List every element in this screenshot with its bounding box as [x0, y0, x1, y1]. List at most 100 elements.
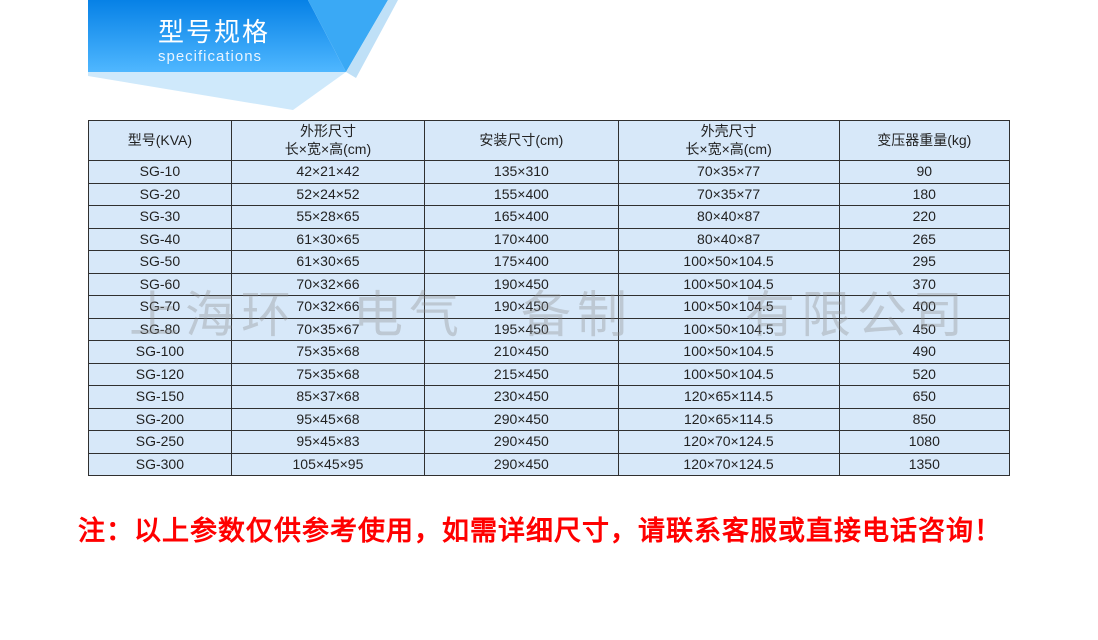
spec-banner: 型号规格 specifications [88, 0, 1098, 110]
table-cell: 100×50×104.5 [618, 251, 839, 274]
table-cell: 650 [839, 386, 1009, 409]
header-label-bottom: 长×宽×高(cm) [232, 141, 424, 159]
table-cell: 85×37×68 [231, 386, 424, 409]
table-cell: 120×70×124.5 [618, 453, 839, 476]
table-cell: SG-120 [89, 363, 232, 386]
table-row: SG-2052×24×52155×40070×35×77180 [89, 183, 1010, 206]
table-row: SG-7070×32×66190×450100×50×104.5400 [89, 296, 1010, 319]
table-cell: 42×21×42 [231, 161, 424, 184]
table-header-cell: 型号(KVA) [89, 121, 232, 161]
table-body: SG-1042×21×42135×31070×35×7790SG-2052×24… [89, 161, 1010, 476]
table-cell: 95×45×83 [231, 431, 424, 454]
banner-title: 型号规格 [158, 12, 270, 49]
table-cell: 120×65×114.5 [618, 386, 839, 409]
table-cell: 75×35×68 [231, 363, 424, 386]
table-cell: 70×35×77 [618, 183, 839, 206]
table-cell: 61×30×65 [231, 251, 424, 274]
table-cell: 400 [839, 296, 1009, 319]
table-cell: 75×35×68 [231, 341, 424, 364]
table-cell: 370 [839, 273, 1009, 296]
table-cell: 120×65×114.5 [618, 408, 839, 431]
banner-subtitle: specifications [158, 48, 262, 65]
table-cell: 135×310 [425, 161, 618, 184]
table-cell: 100×50×104.5 [618, 296, 839, 319]
table-cell: 220 [839, 206, 1009, 229]
table-cell: SG-20 [89, 183, 232, 206]
table-cell: 190×450 [425, 296, 618, 319]
table-cell: 70×32×66 [231, 273, 424, 296]
table-cell: 165×400 [425, 206, 618, 229]
table-cell: 70×35×77 [618, 161, 839, 184]
header-label-bottom: 长×宽×高(cm) [619, 141, 839, 159]
table-header-cell: 外形尺寸长×宽×高(cm) [231, 121, 424, 161]
table-cell: 290×450 [425, 453, 618, 476]
header-label-top: 外壳尺寸 [619, 123, 839, 141]
table-cell: 95×45×68 [231, 408, 424, 431]
table-cell: 90 [839, 161, 1009, 184]
table-row: SG-6070×32×66190×450100×50×104.5370 [89, 273, 1010, 296]
table-cell: 70×35×67 [231, 318, 424, 341]
table-cell: SG-150 [89, 386, 232, 409]
table-cell: SG-250 [89, 431, 232, 454]
table-row: SG-300105×45×95290×450120×70×124.51350 [89, 453, 1010, 476]
table-row: SG-4061×30×65170×40080×40×87265 [89, 228, 1010, 251]
table-row: SG-10075×35×68210×450100×50×104.5490 [89, 341, 1010, 364]
table-cell: 52×24×52 [231, 183, 424, 206]
table-head: 型号(KVA)外形尺寸长×宽×高(cm)安装尺寸(cm)外壳尺寸长×宽×高(cm… [89, 121, 1010, 161]
table-cell: 80×40×87 [618, 206, 839, 229]
table-cell: 70×32×66 [231, 296, 424, 319]
table-cell: SG-300 [89, 453, 232, 476]
table-cell: 195×450 [425, 318, 618, 341]
table-header-cell: 变压器重量(kg) [839, 121, 1009, 161]
table-row: SG-12075×35×68215×450100×50×104.5520 [89, 363, 1010, 386]
table-cell: SG-100 [89, 341, 232, 364]
table-cell: 100×50×104.5 [618, 318, 839, 341]
table-cell: 105×45×95 [231, 453, 424, 476]
table-cell: 100×50×104.5 [618, 341, 839, 364]
table-cell: SG-200 [89, 408, 232, 431]
spec-table-wrap: 型号(KVA)外形尺寸长×宽×高(cm)安装尺寸(cm)外壳尺寸长×宽×高(cm… [88, 120, 1010, 476]
table-cell: 61×30×65 [231, 228, 424, 251]
header-label-top: 外形尺寸 [232, 123, 424, 141]
table-cell: 290×450 [425, 431, 618, 454]
table-row: SG-25095×45×83290×450120×70×124.51080 [89, 431, 1010, 454]
table-cell: 1080 [839, 431, 1009, 454]
table-cell: SG-30 [89, 206, 232, 229]
table-cell: SG-70 [89, 296, 232, 319]
table-row: SG-1042×21×42135×31070×35×7790 [89, 161, 1010, 184]
table-cell: SG-60 [89, 273, 232, 296]
table-cell: 180 [839, 183, 1009, 206]
table-row: SG-5061×30×65175×400100×50×104.5295 [89, 251, 1010, 274]
table-header-cell: 安装尺寸(cm) [425, 121, 618, 161]
table-cell: 490 [839, 341, 1009, 364]
table-cell: 290×450 [425, 408, 618, 431]
table-header-cell: 外壳尺寸长×宽×高(cm) [618, 121, 839, 161]
table-cell: SG-40 [89, 228, 232, 251]
table-row: SG-8070×35×67195×450100×50×104.5450 [89, 318, 1010, 341]
table-cell: 450 [839, 318, 1009, 341]
table-cell: 850 [839, 408, 1009, 431]
table-cell: 230×450 [425, 386, 618, 409]
note-text: 注：以上参数仅供参考使用，如需详细尺寸，请联系客服或直接电话咨询！ [78, 504, 1020, 558]
table-cell: 190×450 [425, 273, 618, 296]
table-cell: 80×40×87 [618, 228, 839, 251]
table-cell: 155×400 [425, 183, 618, 206]
table-cell: SG-10 [89, 161, 232, 184]
table-row: SG-3055×28×65165×40080×40×87220 [89, 206, 1010, 229]
table-cell: 120×70×124.5 [618, 431, 839, 454]
table-cell: SG-50 [89, 251, 232, 274]
table-row: SG-20095×45×68290×450120×65×114.5850 [89, 408, 1010, 431]
table-cell: 210×450 [425, 341, 618, 364]
table-cell: SG-80 [89, 318, 232, 341]
table-cell: 215×450 [425, 363, 618, 386]
table-cell: 175×400 [425, 251, 618, 274]
table-cell: 1350 [839, 453, 1009, 476]
table-cell: 100×50×104.5 [618, 273, 839, 296]
table-cell: 295 [839, 251, 1009, 274]
table-cell: 265 [839, 228, 1009, 251]
spec-table: 型号(KVA)外形尺寸长×宽×高(cm)安装尺寸(cm)外壳尺寸长×宽×高(cm… [88, 120, 1010, 476]
table-row: SG-15085×37×68230×450120×65×114.5650 [89, 386, 1010, 409]
table-cell: 520 [839, 363, 1009, 386]
table-cell: 170×400 [425, 228, 618, 251]
table-cell: 55×28×65 [231, 206, 424, 229]
